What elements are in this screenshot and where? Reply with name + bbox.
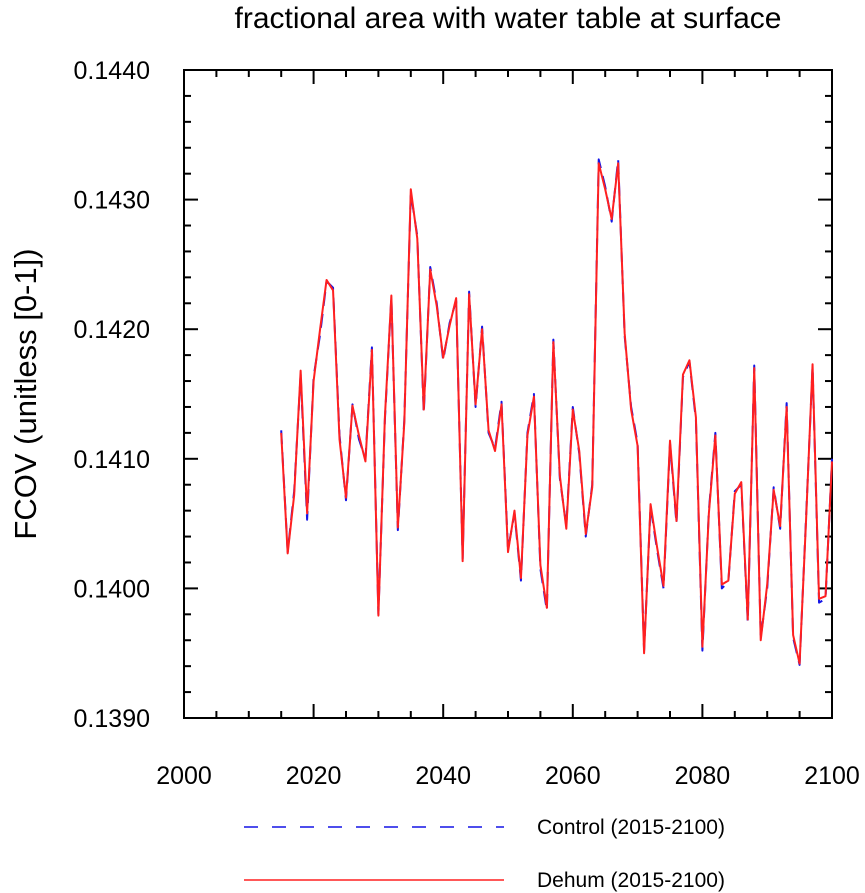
x-tick-label: 2100 [804, 762, 860, 790]
legend-label-dehum: Dehum (2015-2100) [537, 869, 725, 892]
x-tick-label: 2060 [545, 762, 601, 790]
y-tick-label: 0.1430 [74, 187, 150, 215]
y-tick-label: 0.1390 [74, 705, 150, 733]
legend: Control (2015-2100) Dehum (2015-2100) [244, 816, 725, 892]
legend-label-control: Control (2015-2100) [537, 816, 725, 839]
x-tick-label: 2040 [415, 762, 471, 790]
plot-frame [183, 69, 833, 719]
series-lines [280, 158, 833, 666]
y-axis-label: FCOV (unitless [0-1]) [8, 248, 43, 539]
chart-title: fractional area with water table at surf… [235, 2, 782, 35]
y-tick-label: 0.1440 [74, 57, 150, 85]
x-tick-label: 2000 [156, 762, 212, 790]
x-tick-label: 2080 [675, 762, 731, 790]
series-line-dehum [280, 162, 833, 665]
x-tick-label: 2020 [286, 762, 342, 790]
y-tick-label: 0.1410 [74, 446, 150, 474]
y-tick-label: 0.1400 [74, 575, 150, 603]
axis-tick-labels: 2000 2020 2040 2060 2080 2100 0.1390 0.1400 0.14… [74, 57, 860, 790]
axis-ticks [183, 69, 833, 719]
y-tick-label: 0.1420 [74, 316, 150, 344]
